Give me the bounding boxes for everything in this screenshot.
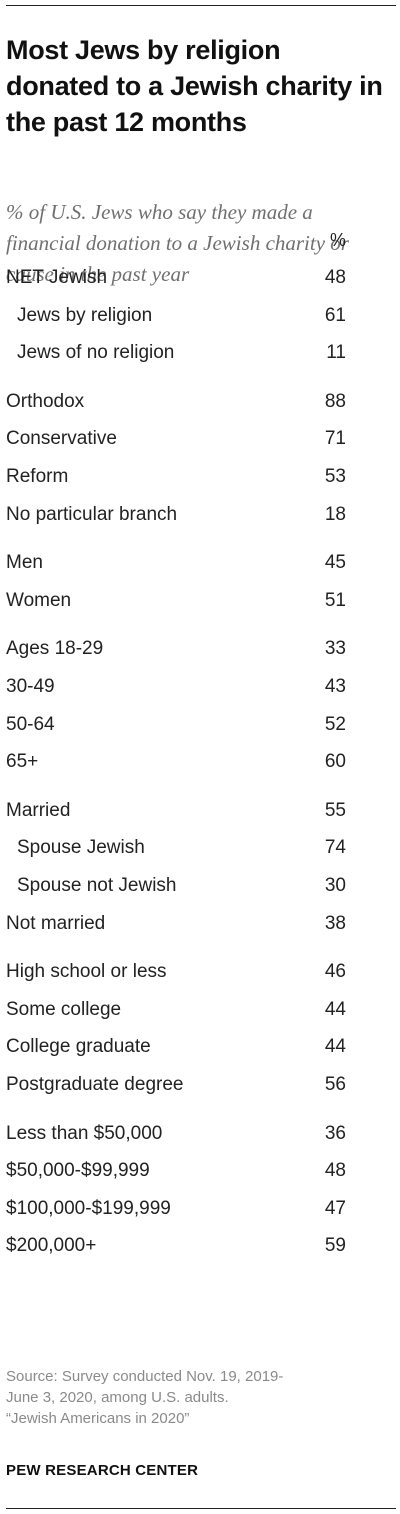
row-value: 71 — [324, 428, 346, 449]
row-value: 47 — [324, 1198, 346, 1219]
top-rule — [6, 5, 396, 6]
row-value: 56 — [324, 1074, 346, 1095]
row-value: 48 — [324, 267, 346, 288]
source-line: June 3, 2020, among U.S. adults. — [6, 1389, 229, 1406]
table-row: Spouse not Jewish 30 — [0, 874, 400, 898]
row-value: 45 — [324, 552, 346, 573]
row-label: Spouse not Jewish — [17, 875, 177, 896]
table-row: Less than $50,000 36 — [0, 1122, 400, 1146]
row-value: 61 — [324, 305, 346, 326]
pew-research-center-logo: PEW RESEARCH CENTER — [6, 1462, 199, 1479]
row-value: 30 — [324, 875, 346, 896]
row-value: 74 — [324, 837, 346, 858]
source-line: “Jewish Americans in 2020” — [6, 1410, 190, 1427]
row-value: 55 — [324, 800, 346, 821]
row-label: $100,000-$199,999 — [6, 1198, 171, 1219]
row-label: Women — [6, 590, 72, 611]
row-label: Ages 18-29 — [6, 638, 104, 659]
bottom-rule — [6, 1508, 396, 1509]
row-label: $50,000-$99,999 — [6, 1160, 150, 1181]
table-row: 65+ 60 — [0, 750, 400, 774]
table-row: Conservative 71 — [0, 427, 400, 451]
row-value: 53 — [324, 466, 346, 487]
source-note: Source: Survey conducted Nov. 19, 2019- … — [6, 1366, 390, 1429]
row-label: Conservative — [6, 428, 117, 449]
row-label: Jews of no religion — [17, 342, 175, 363]
table-row: Women 51 — [0, 589, 400, 613]
row-label: Postgraduate degree — [6, 1074, 184, 1095]
row-label: Jews by religion — [17, 305, 153, 326]
row-label: 50-64 — [6, 714, 55, 735]
table-row: Postgraduate degree 56 — [0, 1073, 400, 1097]
row-value: 48 — [324, 1160, 346, 1181]
row-label: High school or less — [6, 961, 167, 982]
row-label: NET Jewish — [6, 267, 108, 288]
row-value: 43 — [324, 676, 346, 697]
table-row: Married 55 — [0, 799, 400, 823]
row-label: Men — [6, 552, 43, 573]
row-value: 11 — [326, 342, 346, 363]
row-label: College graduate — [6, 1036, 151, 1057]
table-row: Not married 38 — [0, 912, 400, 936]
chart-title: Most Jews by religion donated to a Jewis… — [6, 35, 383, 137]
table-row: No particular branch 18 — [0, 503, 400, 527]
row-value: 59 — [324, 1235, 346, 1256]
row-value: 38 — [324, 913, 346, 934]
table-row: $50,000-$99,999 48 — [0, 1159, 400, 1183]
table-row: NET Jewish 48 — [0, 266, 400, 290]
table-row: 50-64 52 — [0, 713, 400, 737]
row-label: No particular branch — [6, 504, 178, 525]
chart-subtitle: % of U.S. Jews who say they made a finan… — [6, 200, 349, 286]
row-value: 18 — [324, 504, 346, 525]
table-row: College graduate 44 — [0, 1035, 400, 1059]
row-label: Not married — [6, 913, 106, 934]
row-label: 65+ — [6, 751, 39, 772]
row-label: Spouse Jewish — [17, 837, 145, 858]
row-label: Reform — [6, 466, 69, 487]
table-row: Orthodox 88 — [0, 390, 400, 414]
row-value: 60 — [324, 751, 346, 772]
unit-header: % — [329, 230, 346, 250]
row-label: $200,000+ — [6, 1235, 97, 1256]
row-value: 44 — [324, 999, 346, 1020]
table-row: $200,000+ 59 — [0, 1234, 400, 1258]
row-value: 36 — [324, 1123, 346, 1144]
row-value: 51 — [324, 590, 346, 611]
row-label: 30-49 — [6, 676, 55, 697]
source-line: Source: Survey conducted Nov. 19, 2019- — [6, 1368, 284, 1385]
row-label: Less than $50,000 — [6, 1123, 163, 1144]
row-value: 52 — [324, 714, 346, 735]
row-label: Orthodox — [6, 391, 85, 412]
table-row: Jews by religion 61 — [0, 304, 400, 328]
table-row: Some college 44 — [0, 998, 400, 1022]
row-value: 44 — [324, 1036, 346, 1057]
row-value: 33 — [324, 638, 346, 659]
table-row: Jews of no religion 11 — [0, 341, 400, 365]
table-row: $100,000-$199,999 47 — [0, 1197, 400, 1221]
row-label: Some college — [6, 999, 122, 1020]
row-label: Married — [6, 800, 71, 821]
row-value: 46 — [324, 961, 346, 982]
table-row: Reform 53 — [0, 465, 400, 489]
table-row: Spouse Jewish 74 — [0, 836, 400, 860]
table-row: 30-49 43 — [0, 675, 400, 699]
table-row: High school or less 46 — [0, 960, 400, 984]
table-row: Ages 18-29 33 — [0, 637, 400, 661]
row-value: 88 — [324, 391, 346, 412]
table-row: Men 45 — [0, 551, 400, 575]
